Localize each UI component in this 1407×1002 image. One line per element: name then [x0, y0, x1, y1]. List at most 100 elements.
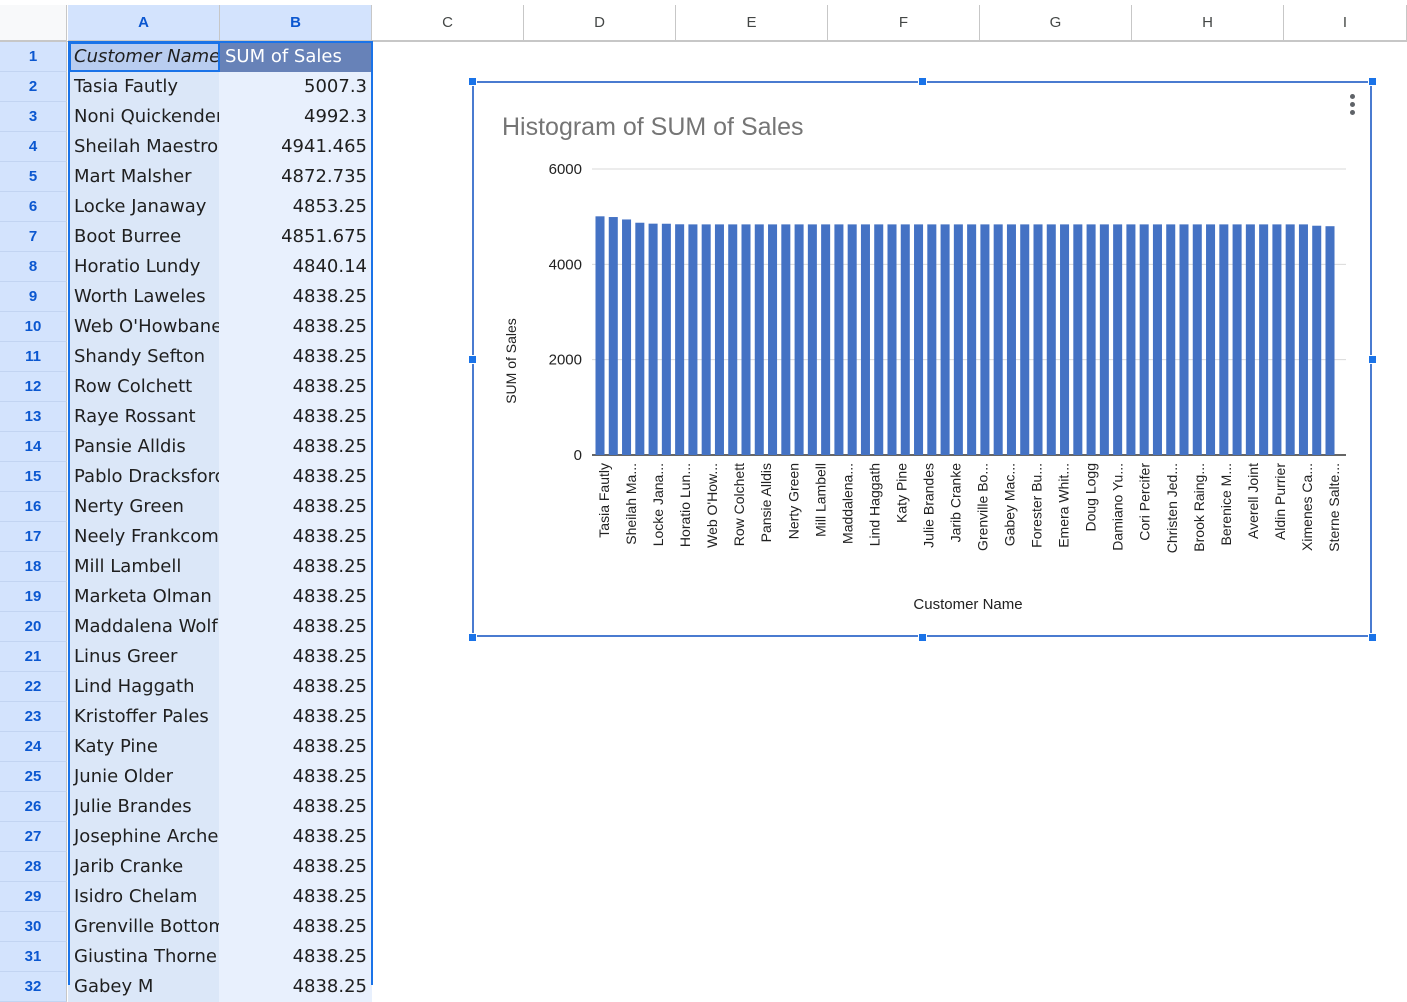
histogram-bar[interactable] [967, 224, 977, 455]
cell-sum-of-sales[interactable]: 4838.25 [219, 852, 372, 882]
cell-sum-of-sales[interactable]: 4941.465 [219, 132, 372, 162]
cell-customer-name[interactable]: Row Colchett [68, 372, 219, 402]
cell-customer-name[interactable]: Pansie Alldis [68, 432, 219, 462]
row-header-27[interactable]: 27 [0, 822, 67, 852]
row-header-15[interactable]: 15 [0, 462, 67, 492]
row-header-7[interactable]: 7 [0, 222, 67, 252]
histogram-bar[interactable] [781, 224, 791, 455]
cell-sum-of-sales[interactable]: 4838.25 [219, 342, 372, 372]
row-header-5[interactable]: 5 [0, 162, 67, 192]
histogram-bar[interactable] [940, 224, 950, 455]
row-header-28[interactable]: 28 [0, 852, 67, 882]
row-header-8[interactable]: 8 [0, 252, 67, 282]
resize-handle-e[interactable] [1368, 355, 1377, 364]
cell-customer-name[interactable]: Noni Quickenden [68, 102, 219, 132]
histogram-bar[interactable] [834, 224, 844, 455]
resize-handle-sw[interactable] [468, 633, 477, 642]
histogram-bar[interactable] [887, 224, 897, 455]
histogram-bar[interactable] [1099, 224, 1109, 455]
cell-customer-name[interactable]: Sheilah Maestro [68, 132, 219, 162]
row-header-1[interactable]: 1 [0, 42, 67, 72]
histogram-bar[interactable] [688, 224, 698, 455]
cell-customer-name[interactable]: Worth Laweles [68, 282, 219, 312]
column-header-a[interactable]: A [68, 5, 220, 41]
cell-customer-name[interactable]: Mill Lambell [68, 552, 219, 582]
cell-sum-of-sales[interactable]: 4992.3 [219, 102, 372, 132]
histogram-bar[interactable] [1206, 224, 1216, 455]
row-header-13[interactable]: 13 [0, 402, 67, 432]
row-header-20[interactable]: 20 [0, 612, 67, 642]
cell-sum-of-sales[interactable]: 4838.25 [219, 792, 372, 822]
column-header-b[interactable]: B [220, 5, 372, 41]
cell-customer-name[interactable]: Gabey M [68, 972, 219, 1002]
histogram-bar[interactable] [635, 222, 645, 455]
resize-handle-se[interactable] [1368, 633, 1377, 642]
cell-sum-of-sales[interactable]: 4838.25 [219, 702, 372, 732]
row-header-12[interactable]: 12 [0, 372, 67, 402]
cell-customer-name[interactable]: Linus Greer [68, 642, 219, 672]
histogram-bar[interactable] [754, 224, 764, 455]
row-header-31[interactable]: 31 [0, 942, 67, 972]
cell-sum-of-sales[interactable]: 4838.25 [219, 942, 372, 972]
histogram-bar[interactable] [927, 224, 937, 455]
resize-handle-ne[interactable] [1368, 77, 1377, 86]
cell-customer-name[interactable]: Neely Frankcombe [68, 522, 219, 552]
histogram-bar[interactable] [900, 224, 910, 455]
histogram-bar[interactable] [714, 224, 724, 455]
histogram-bar[interactable] [1086, 224, 1096, 455]
histogram-bar[interactable] [648, 223, 658, 455]
cell-sum-of-sales[interactable]: 4838.25 [219, 822, 372, 852]
cell-customer-name[interactable]: Maddalena Wolf [68, 612, 219, 642]
resize-handle-s[interactable] [918, 633, 927, 642]
histogram-bar[interactable] [1020, 224, 1030, 455]
header-cell-customer-name[interactable]: Customer Name [68, 42, 219, 72]
cell-customer-name[interactable]: Katy Pine [68, 732, 219, 762]
cell-sum-of-sales[interactable]: 4838.25 [219, 492, 372, 522]
histogram-bar[interactable] [741, 224, 751, 455]
histogram-bar[interactable] [1179, 224, 1189, 455]
histogram-bar[interactable] [675, 224, 685, 455]
row-header-3[interactable]: 3 [0, 102, 67, 132]
cell-sum-of-sales[interactable]: 4838.25 [219, 642, 372, 672]
cell-customer-name[interactable]: Giustina Thorne [68, 942, 219, 972]
column-header-c[interactable]: C [372, 5, 524, 41]
row-header-19[interactable]: 19 [0, 582, 67, 612]
cell-customer-name[interactable]: Josephine Archer [68, 822, 219, 852]
row-header-6[interactable]: 6 [0, 192, 67, 222]
row-header-17[interactable]: 17 [0, 522, 67, 552]
histogram-bar[interactable] [1126, 224, 1136, 455]
histogram-bar[interactable] [993, 224, 1003, 455]
histogram-chart[interactable]: Histogram of SUM of Sales SUM of Sales C… [472, 81, 1372, 637]
row-header-11[interactable]: 11 [0, 342, 67, 372]
cell-sum-of-sales[interactable]: 4838.25 [219, 372, 372, 402]
histogram-bar[interactable] [953, 224, 963, 455]
histogram-bar[interactable] [1312, 225, 1322, 455]
histogram-bar[interactable] [1152, 224, 1162, 455]
column-header-e[interactable]: E [676, 5, 828, 41]
row-header-14[interactable]: 14 [0, 432, 67, 462]
cell-customer-name[interactable]: Isidro Chelam [68, 882, 219, 912]
cell-sum-of-sales[interactable]: 4838.25 [219, 732, 372, 762]
chart-menu-icon[interactable] [1346, 94, 1358, 120]
histogram-bar[interactable] [1219, 224, 1229, 455]
column-header-f[interactable]: F [828, 5, 980, 41]
histogram-bar[interactable] [1272, 224, 1282, 455]
cell-sum-of-sales[interactable]: 4838.25 [219, 282, 372, 312]
cell-sum-of-sales[interactable]: 4838.25 [219, 612, 372, 642]
cell-sum-of-sales[interactable]: 4838.25 [219, 762, 372, 792]
column-header-g[interactable]: G [980, 5, 1132, 41]
cell-customer-name[interactable]: Web O'Howbane [68, 312, 219, 342]
resize-handle-nw[interactable] [468, 77, 477, 86]
cell-customer-name[interactable]: Boot Burree [68, 222, 219, 252]
histogram-bar[interactable] [608, 217, 618, 455]
histogram-bar[interactable] [1113, 224, 1123, 455]
histogram-bar[interactable] [1232, 224, 1242, 455]
histogram-bar[interactable] [1060, 224, 1070, 455]
column-header-h[interactable]: H [1132, 5, 1284, 41]
cell-sum-of-sales[interactable]: 4838.25 [219, 912, 372, 942]
histogram-bar[interactable] [701, 224, 711, 455]
row-header-4[interactable]: 4 [0, 132, 67, 162]
column-header-d[interactable]: D [524, 5, 676, 41]
cell-sum-of-sales[interactable]: 4838.25 [219, 582, 372, 612]
row-header-30[interactable]: 30 [0, 912, 67, 942]
